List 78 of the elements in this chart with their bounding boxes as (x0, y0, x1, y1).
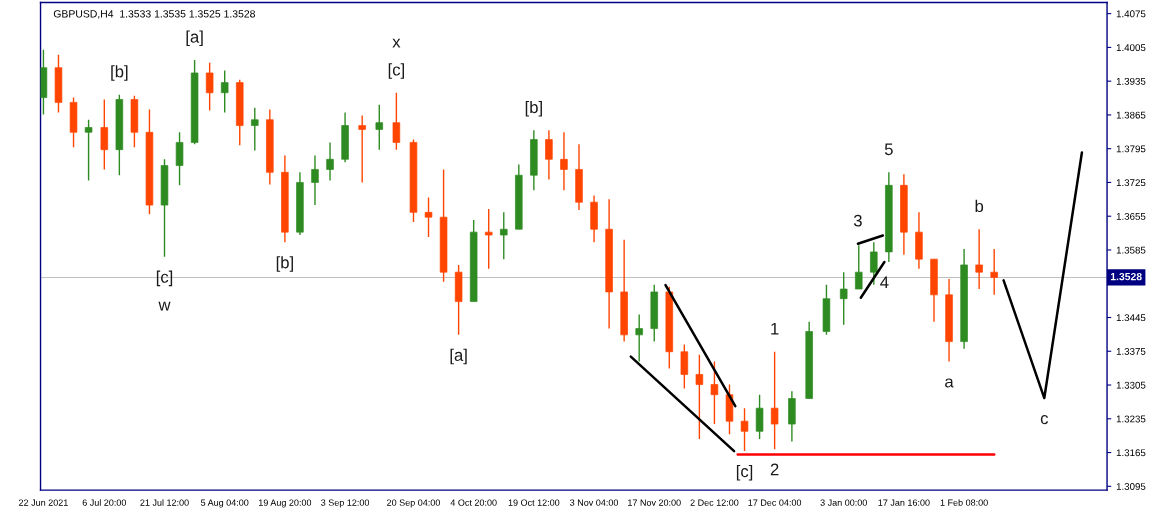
candlestick (680, 343, 689, 390)
annotation: 5 (884, 143, 893, 156)
candlestick (695, 353, 704, 440)
candlestick (358, 114, 366, 184)
candlestick (870, 241, 878, 286)
annotation: [c] (736, 464, 753, 481)
y-tick-label: 1.3725 (1116, 179, 1146, 187)
candlestick (740, 407, 749, 452)
annotation: w (158, 301, 171, 311)
x-tick-label: 4 Oct 20:00 (450, 499, 497, 506)
x-tick-label: 19 Aug 20:00 (258, 499, 312, 508)
annotation: [a] (186, 30, 203, 47)
candlestick (635, 313, 643, 363)
y-tick-label: 1.3305 (1116, 381, 1146, 389)
x-tick-label: 3 Nov 04:00 (570, 499, 619, 506)
candlestick (311, 154, 319, 206)
x-tick-label: 1 Feb 08:00 (940, 499, 988, 506)
annotation: x (392, 38, 401, 48)
annotation: [b] (111, 65, 128, 81)
x-tick-label: 19 Oct 12:00 (508, 499, 560, 506)
annotation: 4 (880, 276, 889, 288)
x-tick-label: 17 Jan 16:00 (878, 499, 930, 506)
candlestick (175, 131, 184, 187)
y-tick-label: 1.3865 (1116, 111, 1146, 119)
candlestick (100, 98, 109, 171)
candlestick (392, 92, 401, 151)
y-tick-label: 1.3655 (1116, 212, 1146, 220)
annotation: b (975, 199, 984, 213)
candlestick (560, 131, 568, 191)
y-tick-label: 1.3235 (1116, 415, 1146, 423)
y-tick-label: 1.3935 (1116, 77, 1146, 85)
y-tick-label: 1.3795 (1116, 145, 1146, 153)
x-tick-label: 20 Sep 04:00 (387, 499, 440, 508)
ref-line-label: 1.3528 (1110, 272, 1142, 281)
y-tick-label: 1.3375 (1116, 347, 1146, 355)
annotation: [c] (388, 63, 404, 79)
y-tick-label: 1.4005 (1116, 44, 1146, 52)
x-tick-label: 5 Aug 04:00 (200, 499, 249, 508)
x-tick-label: 21 Jul 12:00 (140, 499, 189, 506)
annotation: 3 (853, 214, 862, 227)
candlestick (84, 119, 93, 182)
candlestick (375, 104, 384, 151)
x-tick-label: 2 Dec 12:00 (690, 499, 739, 506)
y-tick-label: 1.3445 (1116, 314, 1146, 322)
candlestick (205, 62, 214, 112)
candlestick (326, 141, 334, 182)
annotation: [b] (525, 100, 542, 117)
x-tick-label: 17 Dec 04:00 (748, 499, 802, 506)
annotation: [a] (450, 348, 467, 365)
candlestick (975, 228, 983, 290)
text: GBPUSD,H4 1.3533 1.3535 1.3525 1.3528 (53, 10, 255, 19)
candlestick (424, 196, 433, 238)
y-tick-label: 1.3585 (1116, 246, 1146, 254)
candlestick (251, 106, 259, 152)
x-tick-label: 22 Jun 2021 (19, 499, 68, 506)
y-tick-label: 1.3165 (1116, 449, 1146, 457)
candlestick (770, 351, 779, 450)
annotation: 1 (771, 322, 779, 335)
x-tick-label: 3 Sep 12:00 (321, 499, 370, 508)
x-tick-label: 6 Jul 20:00 (82, 499, 127, 506)
candlestick (484, 208, 493, 270)
candlestick (755, 393, 764, 440)
annotation: [b] (276, 256, 293, 272)
candlestick (545, 129, 553, 181)
candlestick (710, 360, 719, 425)
candlestick (990, 248, 998, 296)
y-tick-label: 1.3095 (1116, 483, 1146, 490)
candlestick (220, 69, 229, 114)
candlestick (500, 211, 508, 260)
candlestick (855, 244, 863, 290)
annotation: 2 (770, 463, 779, 476)
annotation: a (945, 378, 954, 388)
x-tick-label: 3 Jan 00:00 (820, 499, 867, 506)
x-tick-label: 17 Nov 20:00 (628, 499, 681, 506)
candlestick (839, 271, 848, 326)
annotation: c (1040, 415, 1049, 425)
annotation: [c] (156, 270, 173, 287)
y-tick-label: 1.4075 (1116, 10, 1146, 18)
